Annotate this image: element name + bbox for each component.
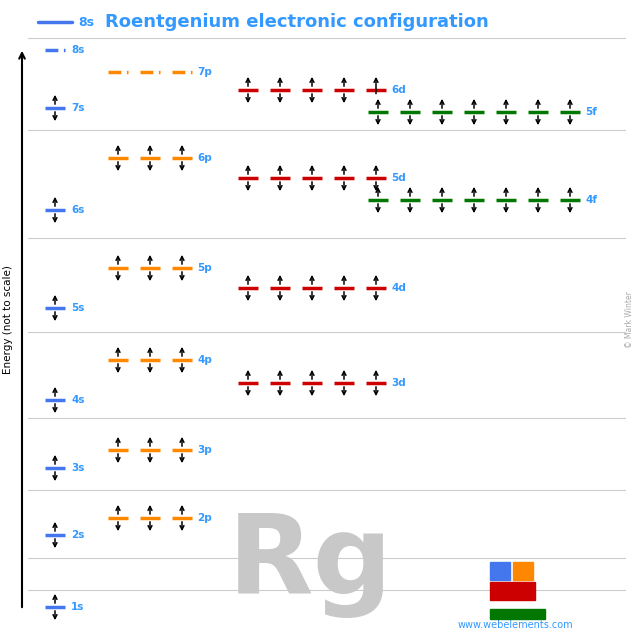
Text: 2p: 2p — [197, 513, 212, 523]
Text: 6s: 6s — [71, 205, 84, 215]
Bar — [513, 562, 533, 580]
Text: 5d: 5d — [391, 173, 406, 183]
Bar — [490, 609, 545, 619]
Text: 5f: 5f — [585, 107, 597, 117]
Text: 4p: 4p — [197, 355, 212, 365]
Text: Roentgenium electronic configuration: Roentgenium electronic configuration — [105, 13, 489, 31]
Text: 5p: 5p — [197, 263, 212, 273]
Text: 8s: 8s — [78, 15, 94, 29]
Text: © Mark Winter: © Mark Winter — [625, 292, 634, 348]
Text: Rg: Rg — [227, 511, 392, 618]
Text: Energy (not to scale): Energy (not to scale) — [3, 266, 13, 374]
Text: 4d: 4d — [391, 283, 406, 293]
Text: 7s: 7s — [71, 103, 84, 113]
Text: 4f: 4f — [585, 195, 597, 205]
Text: 1s: 1s — [71, 602, 84, 612]
Text: 6p: 6p — [197, 153, 212, 163]
Text: 7p: 7p — [197, 67, 212, 77]
Text: 3p: 3p — [197, 445, 212, 455]
Bar — [490, 582, 535, 600]
Text: 6d: 6d — [391, 85, 406, 95]
Text: 3s: 3s — [71, 463, 84, 473]
Text: www.webelements.com: www.webelements.com — [457, 620, 573, 630]
Text: 5s: 5s — [71, 303, 84, 313]
Text: 4s: 4s — [71, 395, 84, 405]
Text: 8s: 8s — [71, 45, 84, 55]
Text: 3d: 3d — [391, 378, 406, 388]
Bar — [490, 562, 510, 580]
Text: 2s: 2s — [71, 530, 84, 540]
